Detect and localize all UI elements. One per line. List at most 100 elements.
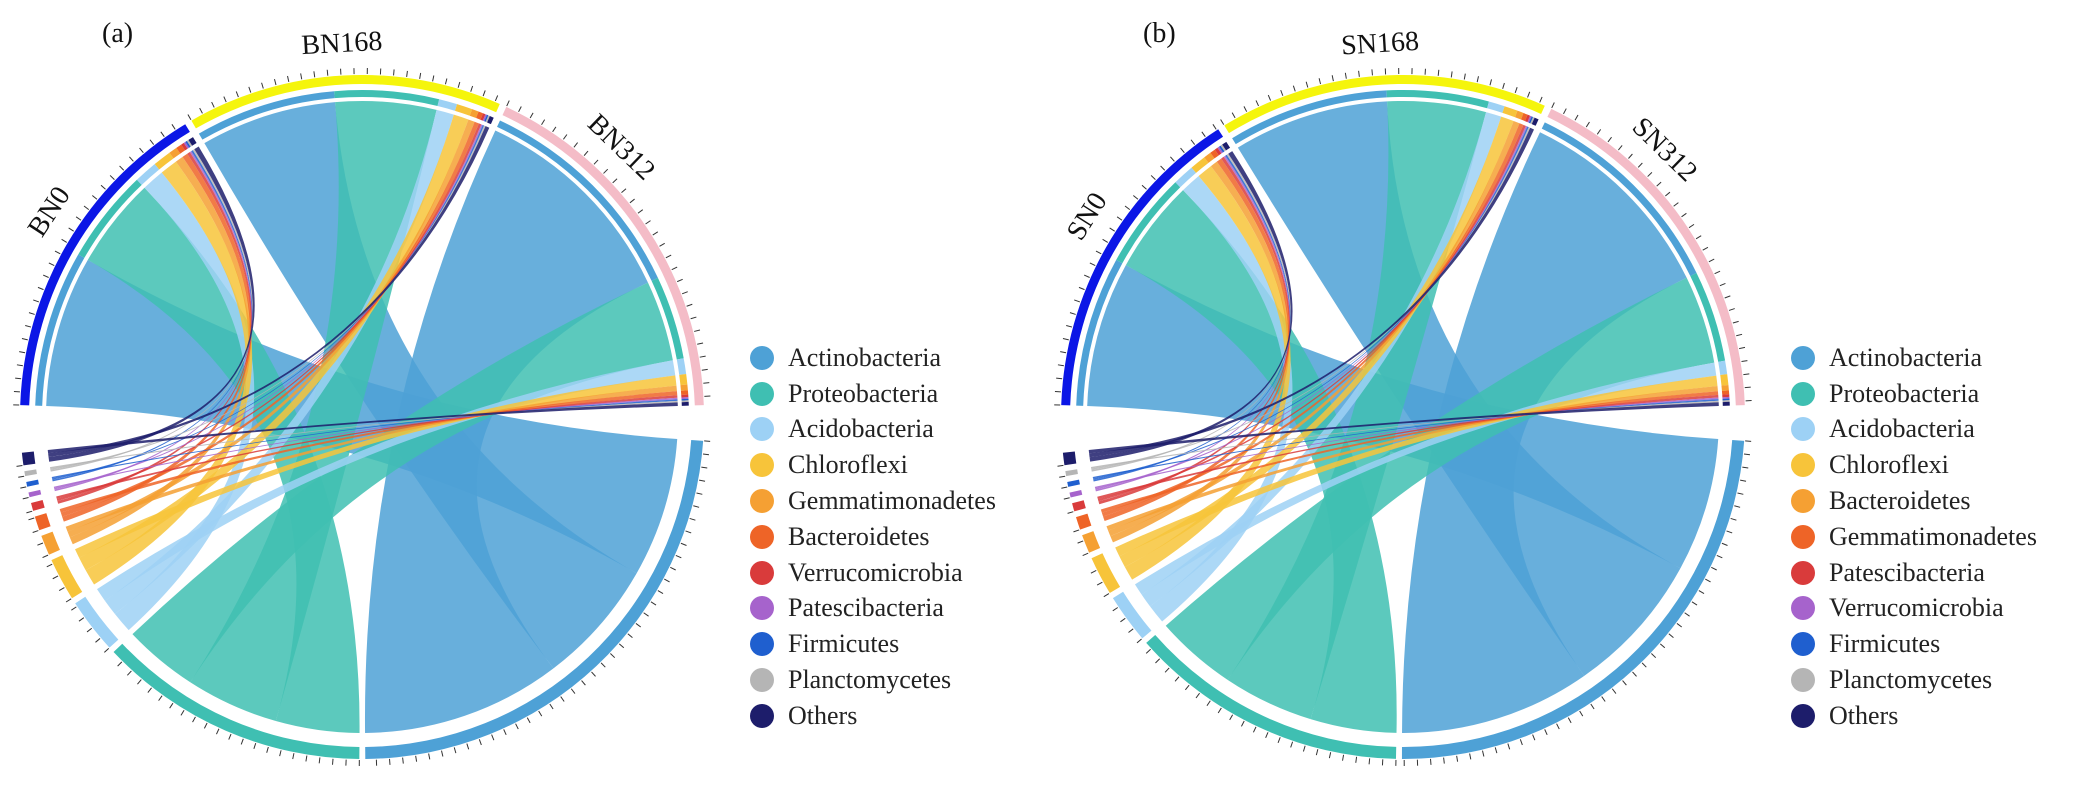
tick: [1567, 717, 1572, 724]
tick: [1741, 360, 1748, 363]
tick: [583, 150, 589, 156]
tick: [48, 262, 55, 267]
sample-track-sn0-gemmatimonadetes: [1210, 149, 1219, 159]
legend-label: Patescibacteria: [1829, 557, 1985, 587]
tick: [42, 274, 49, 278]
tick: [1711, 566, 1717, 571]
tick: [1668, 633, 1674, 638]
tick: [147, 687, 152, 693]
tick: [1691, 601, 1698, 606]
legend-swatch: [750, 524, 774, 549]
tick: [1305, 81, 1309, 88]
tick: [1527, 91, 1531, 98]
tick: [1355, 756, 1358, 763]
tick: [1128, 628, 1134, 633]
tick: [693, 505, 700, 508]
sample-track-sn168-patescibacteria: [1524, 114, 1531, 123]
legend-label: Chloroflexi: [1829, 450, 1949, 480]
sample-track-bn312-verrucomicrobia: [681, 394, 689, 398]
tick: [570, 688, 576, 694]
legend-label: Firmicutes: [788, 629, 900, 659]
tick: [689, 517, 696, 521]
tick: [235, 91, 239, 98]
tick: [1673, 202, 1679, 207]
tick: [1096, 581, 1103, 586]
sample-track-bn168-acidobacteria: [437, 99, 458, 111]
sample-arc-bn168: [191, 74, 500, 129]
legend-swatch: [1791, 345, 1815, 370]
legend-item-chloroflexi: Chloroflexi: [750, 447, 996, 483]
tick: [1160, 165, 1166, 171]
legend-item-firmicutes: Firmicutes: [750, 626, 996, 662]
legend-item-patescibacteria: Patescibacteria: [750, 591, 996, 627]
tick: [552, 126, 557, 133]
tick: [1563, 108, 1567, 115]
tick: [100, 184, 106, 190]
tick: [149, 139, 155, 145]
sample-track-sn312-bacteroidetes: [1721, 384, 1729, 391]
tick: [529, 112, 534, 119]
legend-item-verrucomicrobia: Verrucomicrobia: [750, 555, 996, 591]
sample-track-sn168-bacteroidetes: [1515, 110, 1524, 120]
tick: [318, 757, 321, 764]
phylum-arc-others: [21, 451, 36, 466]
legend-swatch: [1791, 560, 1815, 585]
legend-label: Actinobacteria: [1829, 342, 1983, 372]
tick: [1737, 492, 1744, 495]
phylum-arc-chloroflexi: [51, 555, 83, 599]
tick: [701, 466, 708, 469]
tick: [393, 69, 395, 76]
tick: [645, 220, 651, 225]
tick: [1647, 172, 1653, 177]
legend-swatch: [750, 703, 774, 728]
tick: [71, 606, 77, 611]
tick: [562, 134, 568, 140]
tick: [1078, 286, 1085, 291]
sample-track-sn0-proteobacteria: [1116, 182, 1181, 264]
tick: [1656, 181, 1662, 187]
phylum-arc-firmicutes: [26, 479, 39, 487]
tick: [1724, 295, 1731, 299]
tick: [1456, 755, 1459, 762]
tick: [1267, 94, 1272, 101]
sample-arc-bn312: [502, 106, 704, 406]
phylum-arc-planctomycetes: [1065, 469, 1078, 477]
legend-swatch: [1791, 381, 1815, 406]
tick: [1637, 162, 1643, 168]
tick: [1502, 82, 1505, 89]
tick: [603, 168, 609, 174]
sample-track-sn168-planctomycetes: [1530, 117, 1535, 125]
legend-item-verrucomicrobia: Verrucomicrobia: [1791, 591, 2037, 627]
tick: [20, 486, 27, 489]
tick: [199, 107, 203, 114]
tick: [22, 497, 29, 500]
legend-swatch: [1791, 668, 1815, 693]
tick: [600, 662, 606, 668]
tick: [1062, 338, 1069, 341]
tick: [33, 299, 40, 303]
legend-label: Bacteroidetes: [1829, 486, 1971, 516]
sample-track-bn0-bacteroidetes: [176, 144, 186, 154]
tick: [58, 587, 65, 591]
tick: [137, 679, 142, 685]
tick: [1090, 570, 1097, 574]
tick: [1443, 757, 1445, 764]
tick: [664, 578, 670, 583]
tick: [1265, 732, 1269, 739]
tick: [61, 238, 68, 243]
tick: [25, 325, 32, 328]
tick: [1344, 72, 1347, 79]
tick: [1730, 517, 1737, 521]
tick: [1280, 89, 1284, 96]
tick: [1190, 139, 1196, 145]
tick: [402, 757, 404, 764]
tick: [1155, 658, 1161, 664]
sample-track-sn168-proteobacteria: [1386, 90, 1489, 109]
tick: [1318, 78, 1322, 85]
sample-track-bn0-firmicutes: [185, 140, 191, 148]
tick: [1489, 79, 1492, 86]
tick: [1601, 696, 1606, 702]
legend-label: Others: [1829, 700, 1899, 730]
legend-label: Acidobacteria: [788, 414, 934, 444]
tick: [1596, 129, 1602, 135]
